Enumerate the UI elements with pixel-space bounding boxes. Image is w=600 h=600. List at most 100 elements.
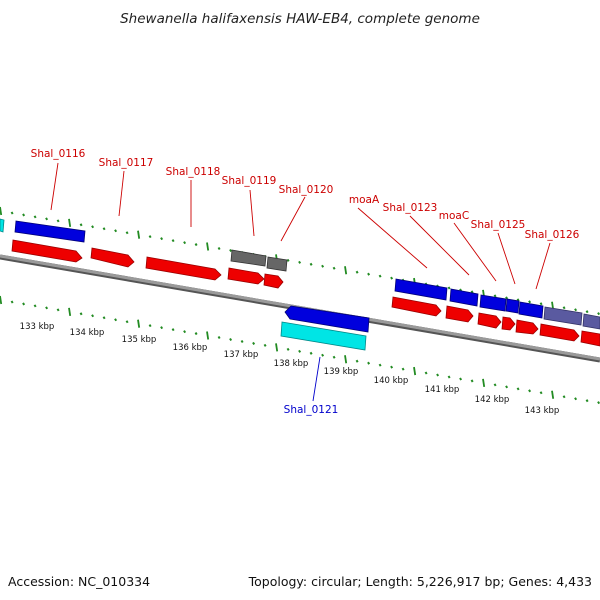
cds-feature-other[interactable]: [266, 256, 288, 272]
gene-label[interactable]: moaA: [349, 194, 380, 206]
gene-label[interactable]: Shal_0118: [166, 166, 221, 178]
gc-tick: [574, 397, 578, 401]
leader-line: [50, 162, 59, 211]
cds-feature-forward[interactable]: [580, 330, 600, 347]
gc-tick: [206, 331, 210, 340]
gc-tick: [482, 378, 486, 388]
gc-tick: [206, 242, 210, 251]
gc-tick: [551, 390, 555, 399]
cds-feature-forward[interactable]: [515, 319, 539, 335]
cds-feature-forward[interactable]: [477, 312, 502, 329]
scale-label: 140 kbp: [374, 376, 409, 386]
gc-tick: [114, 229, 118, 233]
cds-feature-forward[interactable]: [227, 267, 265, 285]
cds-feature-blue[interactable]: [449, 288, 479, 307]
leader-line: [357, 207, 428, 269]
gc-tick: [68, 307, 72, 316]
cds-feature-lavender[interactable]: [543, 306, 583, 326]
gc-tick: [390, 365, 394, 369]
rna-feature-reverse[interactable]: [280, 321, 367, 351]
cds-feature-blue[interactable]: [14, 220, 86, 243]
gene-label[interactable]: Shal_0126: [525, 229, 580, 241]
gc-tick: [493, 383, 497, 387]
gc-tick: [10, 300, 14, 304]
gene-label[interactable]: Shal_0121: [284, 404, 339, 416]
gc-tick: [447, 286, 451, 290]
cds-feature-forward[interactable]: [391, 296, 442, 317]
cds-feature-forward[interactable]: [501, 316, 516, 331]
gc-tick: [125, 231, 129, 235]
gc-tick: [286, 347, 290, 351]
cds-feature-blue[interactable]: [518, 301, 544, 319]
leader-line: [312, 356, 321, 402]
gc-tick: [91, 314, 95, 318]
gene-label[interactable]: Shal_0119: [222, 175, 277, 187]
gc-tick: [574, 308, 578, 312]
gc-tick: [401, 367, 405, 371]
gc-tick: [470, 379, 474, 383]
cds-feature-forward[interactable]: [90, 247, 135, 268]
map-title: Shewanella halifaxensis HAW-EB4, complet…: [120, 11, 480, 27]
accession-text: Accession: NC_010334: [8, 574, 150, 589]
cds-feature-forward[interactable]: [263, 273, 284, 289]
gc-tick: [309, 262, 313, 266]
gc-tick: [148, 324, 152, 328]
label-leader-lines: [50, 162, 551, 402]
gc-tick: [275, 343, 279, 352]
gc-tick: [91, 225, 95, 229]
gc-tick: [171, 239, 175, 243]
gc-tick: [413, 366, 417, 376]
gc-tick: [102, 227, 106, 231]
leader-line: [409, 215, 470, 276]
gc-tick: [240, 339, 244, 343]
gc-tick: [528, 300, 532, 304]
gc-tick: [436, 373, 440, 377]
gc-tick: [217, 246, 221, 251]
gc-tick: [45, 217, 49, 221]
cds-feature-lavender[interactable]: [582, 313, 600, 330]
cds-feature-other[interactable]: [230, 249, 267, 267]
leader-line: [118, 170, 125, 217]
cds-feature-blue[interactable]: [505, 298, 520, 314]
gc-tick: [344, 266, 348, 275]
gc-tick: [597, 401, 600, 405]
gc-tick: [516, 298, 520, 302]
cds-feature-forward[interactable]: [539, 323, 580, 342]
gene-label[interactable]: Shal_0125: [471, 219, 526, 231]
gene-labels: Shal_0116 Shal_0117 Shal_0118 Shal_0119 …: [31, 148, 580, 416]
cds-feature-blue[interactable]: [479, 294, 507, 312]
cds-feature-forward[interactable]: [145, 256, 222, 281]
gc-tick: [562, 395, 566, 399]
gene-label[interactable]: Shal_0116: [31, 148, 86, 160]
gc-tick: [528, 389, 532, 393]
gene-label[interactable]: Shal_0117: [99, 157, 154, 169]
rna-feature[interactable]: [0, 218, 5, 233]
scale-label: 137 kbp: [224, 350, 259, 360]
feature-track: [0, 218, 600, 351]
gene-label[interactable]: moaC: [439, 210, 469, 222]
cds-feature-blue[interactable]: [394, 278, 448, 301]
gc-tick: [493, 294, 497, 298]
gc-tick: [378, 274, 382, 278]
gc-tick: [229, 337, 233, 341]
gene-label[interactable]: Shal_0120: [279, 184, 334, 196]
gc-tick: [332, 266, 336, 270]
leader-line: [453, 222, 497, 282]
cds-feature-reverse[interactable]: [284, 305, 370, 333]
gc-tick: [585, 399, 589, 403]
gene-label[interactable]: Shal_0123: [383, 202, 438, 214]
genome-summary-text: Topology: circular; Length: 5,226,917 bp…: [248, 574, 592, 589]
gc-tick: [102, 316, 106, 320]
cds-feature-forward[interactable]: [11, 239, 83, 263]
gc-tick: [562, 306, 566, 310]
leader-line: [535, 242, 551, 290]
gc-tick: [148, 235, 152, 239]
gc-tick: [263, 343, 267, 347]
gc-tick: [137, 319, 141, 328]
gc-tick: [378, 363, 382, 367]
gc-tick: [45, 306, 49, 310]
gc-tick: [344, 355, 348, 364]
cds-feature-forward[interactable]: [445, 305, 474, 323]
scale-label: 139 kbp: [324, 367, 359, 377]
gc-tick: [321, 264, 325, 268]
